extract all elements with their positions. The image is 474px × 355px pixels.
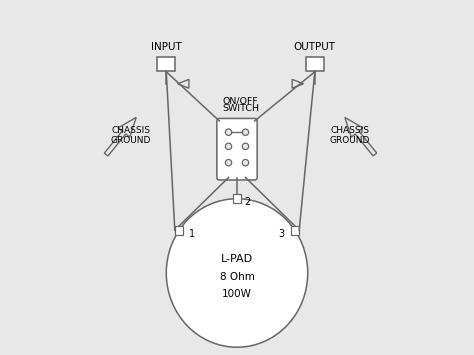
Text: 3: 3 — [278, 229, 284, 239]
Bar — [291, 226, 299, 235]
Bar — [175, 226, 183, 235]
Text: INPUT: INPUT — [151, 42, 182, 52]
Circle shape — [242, 129, 249, 135]
Ellipse shape — [166, 199, 308, 347]
Text: 2: 2 — [244, 197, 250, 207]
Text: 1: 1 — [190, 229, 196, 239]
Circle shape — [242, 159, 249, 166]
Text: SWITCH: SWITCH — [222, 104, 259, 113]
Polygon shape — [345, 118, 377, 156]
Text: L-PAD: L-PAD — [221, 254, 253, 264]
Text: CHASSIS: CHASSIS — [331, 126, 370, 135]
Text: OUTPUT: OUTPUT — [294, 42, 336, 52]
Bar — [233, 194, 241, 203]
Polygon shape — [104, 118, 136, 156]
Text: 100W: 100W — [222, 289, 252, 299]
Circle shape — [242, 143, 249, 149]
Text: ON/OFF: ON/OFF — [223, 96, 258, 105]
Text: 8 Ohm: 8 Ohm — [219, 272, 255, 282]
Text: GROUND: GROUND — [330, 136, 370, 145]
FancyBboxPatch shape — [217, 119, 257, 180]
Text: GROUND: GROUND — [111, 136, 151, 145]
Polygon shape — [178, 80, 189, 88]
Bar — [157, 56, 175, 71]
Circle shape — [225, 143, 232, 149]
Circle shape — [225, 129, 232, 135]
Circle shape — [225, 159, 232, 166]
Text: CHASSIS: CHASSIS — [111, 126, 150, 135]
Polygon shape — [292, 80, 303, 88]
Bar — [306, 56, 324, 71]
